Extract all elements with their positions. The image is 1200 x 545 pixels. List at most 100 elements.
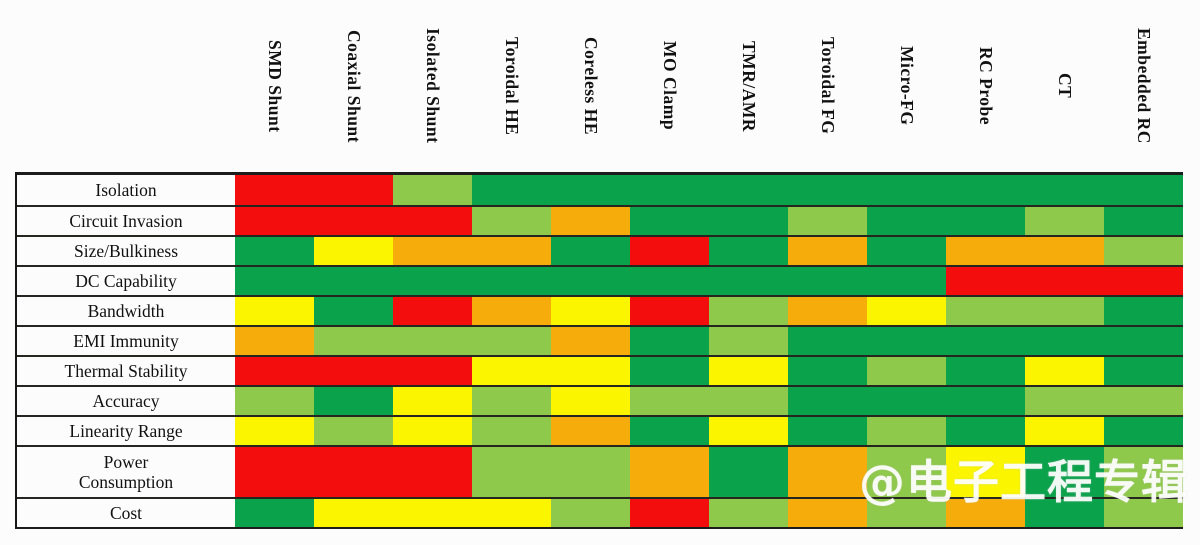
row-dc-capability: DC Capability	[17, 265, 1183, 295]
column-header-isolated-shunt: Isolated Shunt	[393, 0, 472, 172]
row-label-cell: Isolation	[17, 175, 235, 205]
cell-power-consumption-coreless-he	[551, 447, 630, 497]
column-header-smd-shunt: SMD Shunt	[235, 0, 314, 172]
cell-accuracy-smd-shunt	[235, 387, 314, 415]
cell-size-bulkiness-tmr-amr	[709, 237, 788, 265]
cell-linearity-range-tmr-amr	[709, 417, 788, 445]
cell-linearity-range-micro-fg	[867, 417, 946, 445]
cell-power-consumption-mo-clamp	[630, 447, 709, 497]
row-label: DC Capability	[75, 270, 177, 291]
cell-thermal-stability-isolated-shunt	[393, 357, 472, 385]
watermark-text: @电子工程专辑	[859, 455, 1188, 509]
cell-bandwidth-toroidal-he	[472, 297, 551, 325]
cell-cost-micro-fg	[867, 499, 946, 527]
cell-bandwidth-coreless-he	[551, 297, 630, 325]
cell-size-bulkiness-rc-probe	[946, 237, 1025, 265]
cell-bandwidth-rc-probe	[946, 297, 1025, 325]
cell-size-bulkiness-embedded-rc	[1104, 237, 1183, 265]
column-header-label: MO Clamp	[660, 41, 680, 131]
cell-thermal-stability-coreless-he	[551, 357, 630, 385]
cell-isolation-ct	[1025, 175, 1104, 205]
cell-isolation-coaxial-shunt	[314, 175, 393, 205]
column-header-label: CT	[1055, 73, 1075, 99]
cell-bandwidth-toroidal-fg	[788, 297, 867, 325]
cell-bandwidth-tmr-amr	[709, 297, 788, 325]
cell-cost-embedded-rc	[1104, 499, 1183, 527]
cell-dc-capability-tmr-amr	[709, 267, 788, 295]
column-header-label: SMD Shunt	[265, 39, 285, 133]
cell-cost-isolated-shunt	[393, 499, 472, 527]
row-label-cell: Size/Bulkiness	[17, 237, 235, 265]
cell-power-consumption-micro-fg	[867, 447, 946, 497]
cell-size-bulkiness-mo-clamp	[630, 237, 709, 265]
column-header-label: Micro-FG	[897, 46, 917, 126]
column-header-rc-probe: RC Probe	[946, 0, 1025, 172]
cell-emi-immunity-smd-shunt	[235, 327, 314, 355]
cell-cost-coreless-he	[551, 499, 630, 527]
header-row: SMD Shunt Coaxial Shunt Isolated Shunt Toro…	[15, 0, 1183, 172]
cell-power-consumption-ct	[1025, 447, 1104, 497]
cell-thermal-stability-rc-probe	[946, 357, 1025, 385]
cell-cost-coaxial-shunt	[314, 499, 393, 527]
cell-thermal-stability-tmr-amr	[709, 357, 788, 385]
cell-dc-capability-coreless-he	[551, 267, 630, 295]
cell-isolation-tmr-amr	[709, 175, 788, 205]
cell-dc-capability-toroidal-fg	[788, 267, 867, 295]
row-label: Cost	[109, 502, 143, 523]
cell-linearity-range-toroidal-fg	[788, 417, 867, 445]
row-emi-immunity: EMI Immunity	[17, 325, 1183, 355]
row-label-cell: Linearity Range	[17, 417, 235, 445]
cell-accuracy-toroidal-he	[472, 387, 551, 415]
column-header-toroidal-fg: Toroidal FG	[788, 0, 867, 172]
cell-dc-capability-ct	[1025, 267, 1104, 295]
column-header-toroidal-he: Toroidal HE	[472, 0, 551, 172]
cell-linearity-range-toroidal-he	[472, 417, 551, 445]
cell-power-consumption-tmr-amr	[709, 447, 788, 497]
cell-emi-immunity-isolated-shunt	[393, 327, 472, 355]
column-header-coreless-he: Coreless HE	[551, 0, 630, 172]
cell-power-consumption-toroidal-he	[472, 447, 551, 497]
cell-linearity-range-ct	[1025, 417, 1104, 445]
cell-emi-immunity-mo-clamp	[630, 327, 709, 355]
cell-emi-immunity-coreless-he	[551, 327, 630, 355]
row-linearity-range: Linearity Range	[17, 415, 1183, 445]
cell-linearity-range-coreless-he	[551, 417, 630, 445]
heatmap-body: Isolation Circuit Invasion Size/Bulkiness D…	[15, 172, 1183, 529]
cell-dc-capability-smd-shunt	[235, 267, 314, 295]
column-header-ct: CT	[1025, 0, 1104, 172]
cell-cost-mo-clamp	[630, 499, 709, 527]
cell-accuracy-coaxial-shunt	[314, 387, 393, 415]
cell-bandwidth-ct	[1025, 297, 1104, 325]
row-label: Bandwidth	[87, 300, 165, 321]
column-header-label: Toroidal HE	[502, 36, 522, 136]
cell-linearity-range-embedded-rc	[1104, 417, 1183, 445]
cell-circuit-invasion-rc-probe	[946, 207, 1025, 235]
row-size-bulkiness: Size/Bulkiness	[17, 235, 1183, 265]
cell-linearity-range-mo-clamp	[630, 417, 709, 445]
cell-cost-toroidal-he	[472, 499, 551, 527]
cell-accuracy-tmr-amr	[709, 387, 788, 415]
column-header-label: Toroidal FG	[818, 37, 838, 135]
cell-emi-immunity-ct	[1025, 327, 1104, 355]
row-label: EMI Immunity	[73, 330, 179, 351]
cell-circuit-invasion-coaxial-shunt	[314, 207, 393, 235]
cell-bandwidth-mo-clamp	[630, 297, 709, 325]
column-header-embedded-rc: Embedded RC	[1104, 0, 1183, 172]
row-label-cell: Bandwidth	[17, 297, 235, 325]
cell-linearity-range-rc-probe	[946, 417, 1025, 445]
cell-size-bulkiness-coaxial-shunt	[314, 237, 393, 265]
cell-thermal-stability-toroidal-he	[472, 357, 551, 385]
cell-circuit-invasion-toroidal-he	[472, 207, 551, 235]
column-header-label: TMR/AMR	[739, 40, 759, 132]
cell-emi-immunity-micro-fg	[867, 327, 946, 355]
column-header-label: Coreless HE	[581, 36, 601, 136]
cell-emi-immunity-tmr-amr	[709, 327, 788, 355]
cell-circuit-invasion-ct	[1025, 207, 1104, 235]
row-bandwidth: Bandwidth	[17, 295, 1183, 325]
column-header-label: Isolated Shunt	[423, 28, 443, 144]
cell-emi-immunity-embedded-rc	[1104, 327, 1183, 355]
cell-isolation-mo-clamp	[630, 175, 709, 205]
cell-thermal-stability-embedded-rc	[1104, 357, 1183, 385]
row-label-cell: Thermal Stability	[17, 357, 235, 385]
